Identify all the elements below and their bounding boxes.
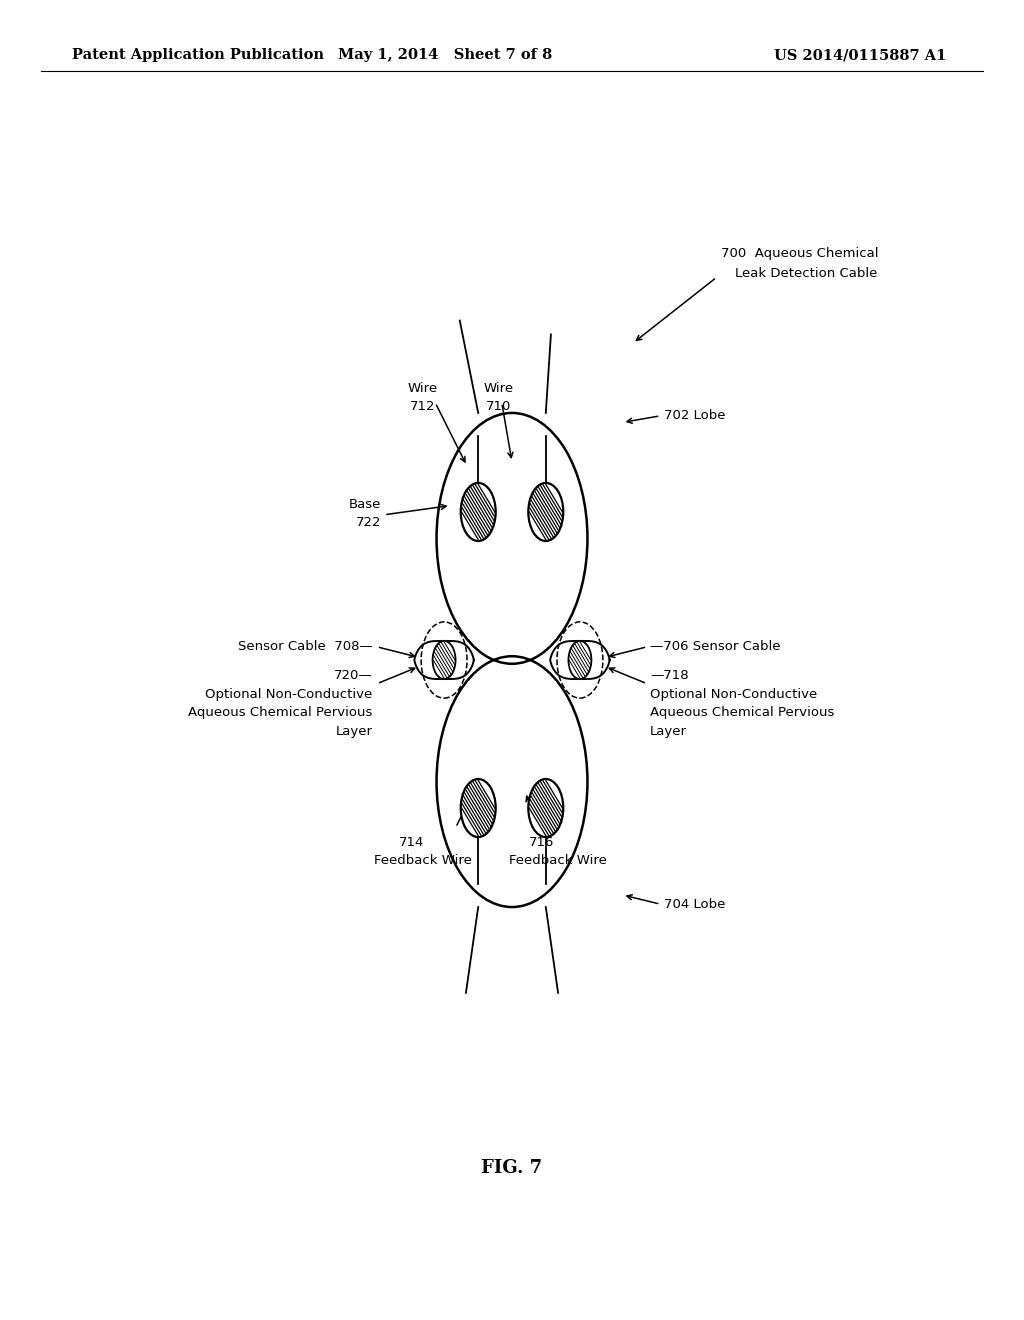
- Ellipse shape: [432, 642, 456, 678]
- Ellipse shape: [461, 779, 496, 837]
- Text: Aqueous Chemical Pervious: Aqueous Chemical Pervious: [188, 706, 373, 719]
- Text: Feedback Wire: Feedback Wire: [374, 854, 472, 867]
- Text: Wire: Wire: [483, 381, 514, 395]
- Ellipse shape: [436, 413, 588, 664]
- Text: 712: 712: [411, 400, 435, 413]
- Text: 704 Lobe: 704 Lobe: [664, 898, 725, 911]
- Text: Feedback Wire: Feedback Wire: [509, 854, 607, 867]
- Text: —706 Sensor Cable: —706 Sensor Cable: [650, 640, 780, 653]
- Text: 722: 722: [355, 516, 381, 529]
- Text: 716: 716: [528, 836, 554, 849]
- Ellipse shape: [421, 622, 467, 698]
- Text: Layer: Layer: [336, 725, 373, 738]
- Text: Aqueous Chemical Pervious: Aqueous Chemical Pervious: [650, 706, 835, 719]
- Text: US 2014/0115887 A1: US 2014/0115887 A1: [774, 49, 946, 62]
- Text: Patent Application Publication: Patent Application Publication: [72, 49, 324, 62]
- Ellipse shape: [436, 656, 588, 907]
- Text: 710: 710: [486, 400, 511, 413]
- Text: Wire: Wire: [408, 381, 438, 395]
- Text: Leak Detection Cable: Leak Detection Cable: [735, 267, 878, 280]
- Text: Optional Non-Conductive: Optional Non-Conductive: [206, 688, 373, 701]
- Text: 714: 714: [399, 836, 425, 849]
- Ellipse shape: [461, 483, 496, 541]
- Text: FIG. 7: FIG. 7: [481, 1159, 543, 1177]
- Ellipse shape: [528, 483, 563, 541]
- Text: 702 Lobe: 702 Lobe: [664, 409, 725, 422]
- Text: Optional Non-Conductive: Optional Non-Conductive: [650, 688, 817, 701]
- Text: 720—: 720—: [334, 669, 373, 682]
- Ellipse shape: [568, 642, 592, 678]
- Text: Base: Base: [348, 498, 381, 511]
- Text: Sensor Cable  708—: Sensor Cable 708—: [238, 640, 373, 653]
- Text: Layer: Layer: [650, 725, 687, 738]
- Text: —718: —718: [650, 669, 689, 682]
- Ellipse shape: [528, 779, 563, 837]
- Text: 700  Aqueous Chemical: 700 Aqueous Chemical: [721, 247, 879, 260]
- Text: May 1, 2014   Sheet 7 of 8: May 1, 2014 Sheet 7 of 8: [338, 49, 553, 62]
- Ellipse shape: [557, 622, 603, 698]
